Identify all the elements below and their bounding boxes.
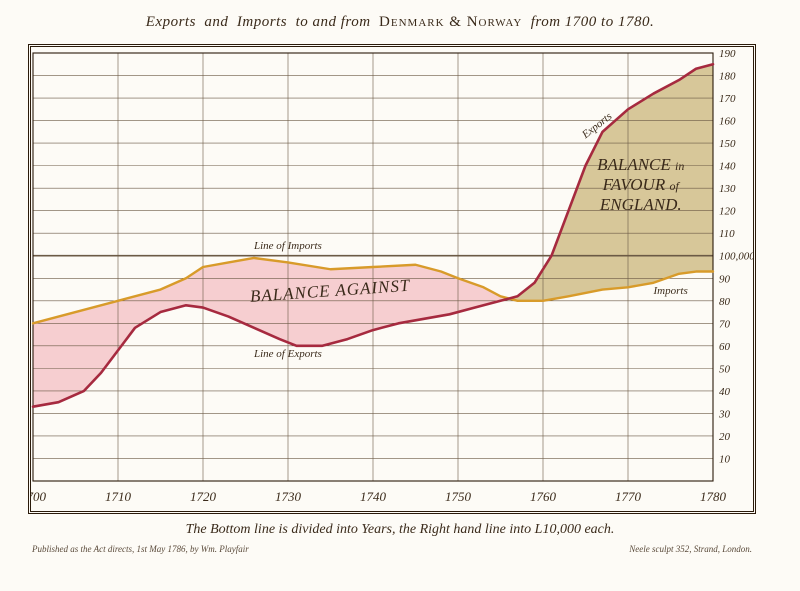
y-tick-label: 60 xyxy=(719,341,731,353)
x-tick-label: 1780 xyxy=(700,489,727,504)
line-annotation: Line of Imports xyxy=(253,240,322,252)
y-tick-label: 40 xyxy=(719,386,731,398)
y-tick-label: 140 xyxy=(719,161,736,173)
y-tick-label: 170 xyxy=(719,93,736,105)
y-tick-label: 150 xyxy=(719,138,736,150)
y-tick-label: 160 xyxy=(719,116,736,128)
y-tick-label: 30 xyxy=(718,408,731,420)
x-tick-label: 1740 xyxy=(360,489,387,504)
y-tick-label: 180 xyxy=(719,71,736,83)
y-tick-label: 110 xyxy=(719,228,735,240)
x-tick-label: 1760 xyxy=(530,489,557,504)
y-tick-label: 80 xyxy=(719,296,731,308)
y-tick-label-100k: 100,000 xyxy=(719,251,753,263)
x-tick-label: 1700 xyxy=(31,489,47,504)
line-annotation: Imports xyxy=(653,285,688,297)
y-tick-label: 120 xyxy=(719,206,736,218)
x-tick-label: 1730 xyxy=(275,489,302,504)
chart-title: Exports and Imports to and from Denmark … xyxy=(0,14,800,31)
line-annotation: Line of Exports xyxy=(253,348,322,360)
y-tick-label: 130 xyxy=(719,183,736,195)
y-tick-label: 70 xyxy=(719,318,731,330)
y-tick-label: 50 xyxy=(719,363,731,375)
pub-footnote-right: Neele sculpt 352, Strand, London. xyxy=(629,544,752,554)
chart-subtitle: The Bottom line is divided into Years, t… xyxy=(0,522,800,538)
x-tick-label: 1750 xyxy=(445,489,472,504)
x-tick-label: 1720 xyxy=(190,489,217,504)
x-tick-label: 1770 xyxy=(615,489,642,504)
pub-footnote-left: Published as the Act directs, 1st May 17… xyxy=(32,544,249,554)
chart-frame: 1700 1710 1720 1730 1740 1750 1760 1770 1780 10 20… xyxy=(28,44,756,514)
balance-favour-label: BALANCE inFAVOUR ofENGLAND. xyxy=(597,155,684,214)
y-tick-label: 90 xyxy=(719,273,731,285)
playfair-chart: 1700 1710 1720 1730 1740 1750 1760 1770 1780 10 20… xyxy=(31,47,753,511)
y-tick-label: 20 xyxy=(719,431,731,443)
x-tick-label: 1710 xyxy=(105,489,132,504)
y-tick-label: 190 xyxy=(719,48,736,60)
y-tick-label: 10 xyxy=(719,453,731,465)
